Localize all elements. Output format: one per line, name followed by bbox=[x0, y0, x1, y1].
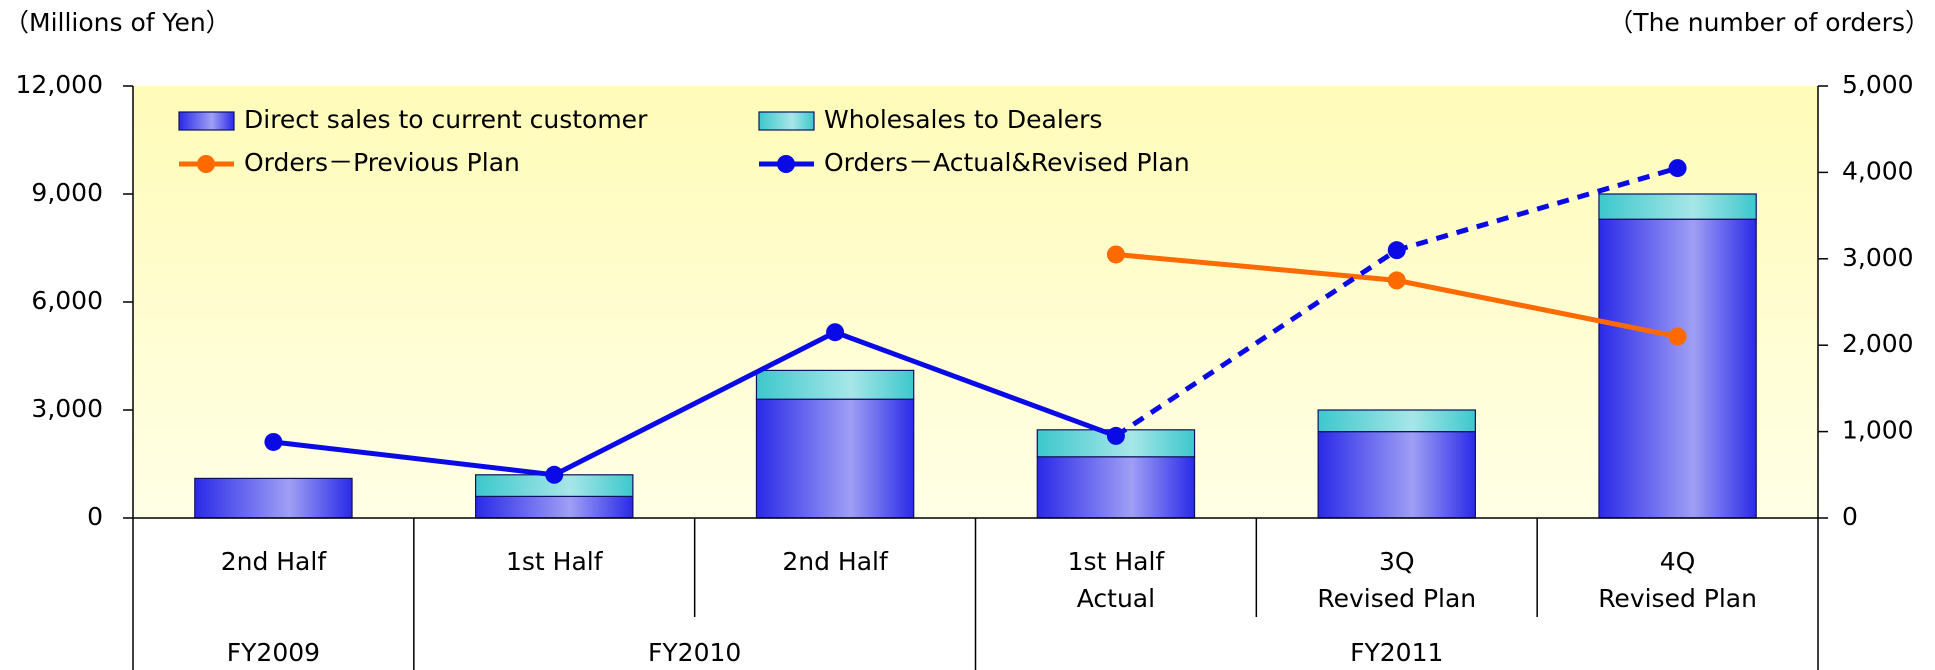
bar bbox=[194, 477, 353, 519]
x-tick-label: 2nd Half bbox=[782, 547, 889, 576]
bar bbox=[755, 398, 915, 519]
line-marker bbox=[826, 323, 845, 342]
legend-label: Orders－Previous Plan bbox=[244, 148, 520, 177]
legend-label: Orders－Actual&Revised Plan bbox=[824, 148, 1190, 177]
y2-tick-label: 3,000 bbox=[1842, 243, 1914, 272]
x-tick-label: 3Q bbox=[1379, 547, 1415, 576]
line-marker bbox=[1106, 426, 1125, 445]
y-tick-label: 3,000 bbox=[31, 394, 103, 423]
x-tick-label: 1st Half bbox=[1068, 547, 1166, 576]
bar bbox=[1598, 193, 1757, 220]
y2-tick-label: 1,000 bbox=[1842, 416, 1914, 445]
y-tick-label: 0 bbox=[87, 502, 103, 531]
plot-area bbox=[133, 86, 1818, 518]
x-tick-label: Revised Plan bbox=[1598, 584, 1757, 613]
x-tick-label: Actual bbox=[1077, 584, 1155, 613]
bar bbox=[1317, 409, 1476, 433]
line-marker bbox=[545, 465, 564, 484]
y-tick-label: 12,000 bbox=[16, 70, 103, 99]
line-marker bbox=[264, 432, 283, 451]
y2-axis-label: （The number of orders） bbox=[1608, 8, 1930, 37]
legend-marker bbox=[777, 155, 795, 173]
bar bbox=[1317, 431, 1476, 519]
bar bbox=[1036, 456, 1196, 519]
line-marker bbox=[1106, 245, 1125, 264]
line bbox=[273, 329, 1117, 478]
legend-label: Wholesales to Dealers bbox=[824, 105, 1102, 134]
line-marker bbox=[1668, 327, 1687, 346]
legend-marker bbox=[197, 155, 215, 173]
y-tick-label: 9,000 bbox=[31, 178, 103, 207]
y2-tick-label: 0 bbox=[1842, 502, 1858, 531]
line-marker bbox=[1387, 271, 1406, 290]
y-tick-label: 6,000 bbox=[31, 286, 103, 315]
y2-tick-label: 4,000 bbox=[1842, 156, 1914, 185]
legend-swatch bbox=[178, 111, 235, 131]
group-label: FY2011 bbox=[1350, 638, 1443, 667]
y2-tick-label: 5,000 bbox=[1842, 70, 1914, 99]
legend-swatch bbox=[758, 111, 815, 131]
x-tick-label: Revised Plan bbox=[1317, 584, 1476, 613]
line-marker bbox=[1668, 159, 1687, 178]
bar bbox=[475, 495, 634, 519]
bar bbox=[755, 369, 915, 400]
bar bbox=[1598, 218, 1757, 519]
x-tick-label: 1st Half bbox=[506, 547, 604, 576]
y2-tick-label: 2,000 bbox=[1842, 329, 1914, 358]
group-label: FY2010 bbox=[648, 638, 741, 667]
y-axis-label: （Millions of Yen） bbox=[4, 8, 231, 37]
line-marker bbox=[1387, 241, 1406, 260]
group-label: FY2009 bbox=[227, 638, 320, 667]
x-tick-label: 2nd Half bbox=[221, 547, 328, 576]
legend-label: Direct sales to current customer bbox=[244, 105, 648, 134]
x-tick-label: 4Q bbox=[1660, 547, 1696, 576]
